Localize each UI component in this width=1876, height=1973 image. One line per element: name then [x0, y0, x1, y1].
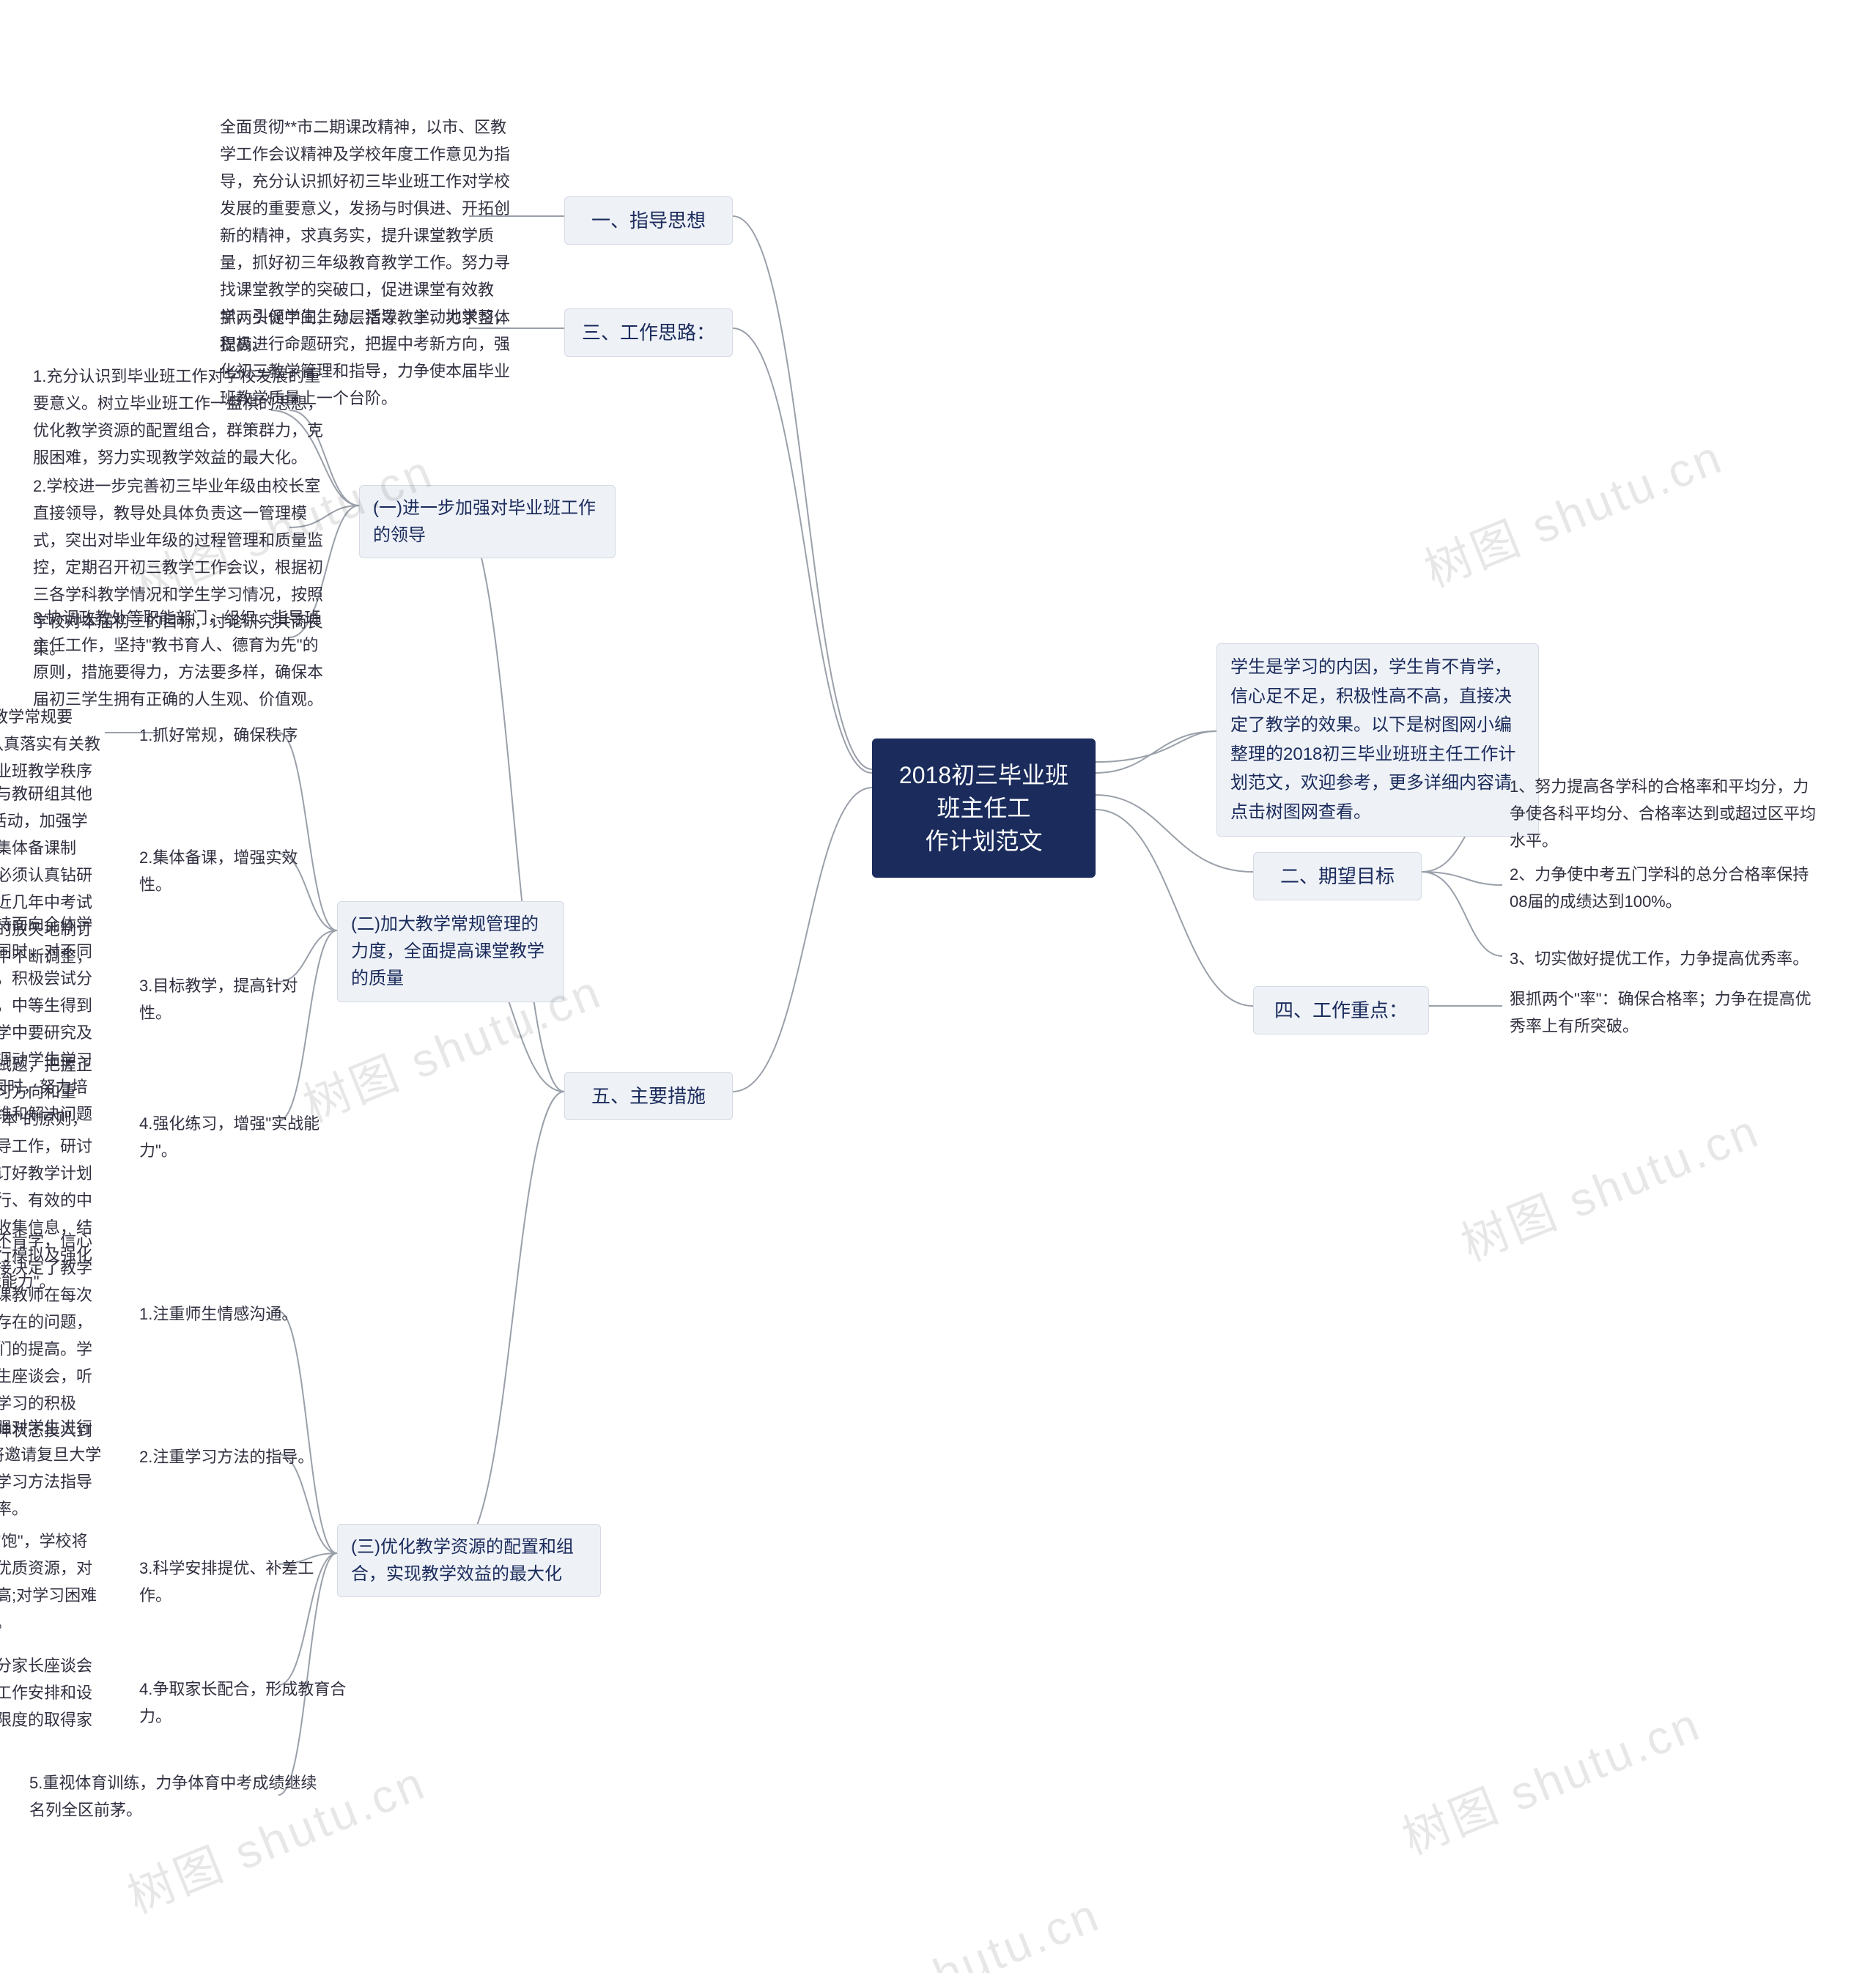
- watermark: 树图 shutu.cn: [1413, 419, 1732, 600]
- root-label: 2018初三毕业班班主任工作计划范文: [899, 762, 1068, 854]
- b5-sub1-item-1: 1.充分认识到毕业班工作对学校发展的重要意义。树立毕业班工作一盘棋的思想，优化教…: [26, 359, 341, 476]
- b5-sub3-t3: 3.科学安排提优、补差工作。: [132, 1551, 337, 1614]
- root-node: 2018初三毕业班班主任工作计划范文: [872, 739, 1096, 878]
- b5-sub2-t3: 3.目标教学，提高针对性。: [132, 969, 322, 1032]
- branch-1: 一、指导思想: [564, 196, 733, 245]
- b5-sub2: (二)加大教学常规管理的力度，全面提高课堂教学的质量: [337, 901, 564, 1002]
- watermark: 树图 shutu.cn: [1391, 1687, 1710, 1867]
- b5-sub2-t2: 2.集体备课，增强实效性。: [132, 840, 322, 903]
- b5-sub3-d3: 为了让学有余力的学生"吃的饱"，学校将加大提优力度，利用学校的优质资源，对这部分…: [0, 1524, 110, 1641]
- b5-sub3: (三)优化教学资源的配置和组合，实现教学效益的最大化: [337, 1524, 601, 1597]
- b2-item-1: 1、努力提高各学科的合格率和平均分，力争使各科平均分、合格率达到或超过区平均水平…: [1502, 769, 1825, 859]
- b2-item-2: 2、力争使中考五门学科的总分合格率保持08届的成绩达到100%。: [1502, 857, 1825, 920]
- b5-sub2-t1: 1.抓好常规，确保秩序: [132, 718, 322, 754]
- mindmap-canvas: 2018初三毕业班班主任工作计划范文 学生是学习的内因，学生肯不肯学，信心足不足…: [0, 0, 1876, 1973]
- branch-5: 五、主要措施: [564, 1072, 733, 1120]
- b5-sub1: (一)进一步加强对毕业班工作的领导: [359, 485, 616, 558]
- intro-desc: 学生是学习的内因，学生肯不肯学，信心足不足，积极性高不高，直接决定了教学的效果。…: [1216, 643, 1539, 837]
- watermark: 树图 shutu.cn: [1450, 1093, 1768, 1274]
- b5-sub3-t4: 4.争取家长配合，形成教育合力。: [132, 1672, 366, 1735]
- b5-sub3-d2: 除了在平时的教学过程中加强对学生进行学习方法的指导外，9月份将邀请复旦大学优秀学…: [0, 1410, 110, 1528]
- b4-desc: 狠抓两个"率"：确保合格率；力争在提高优秀率上有所突破。: [1502, 982, 1825, 1045]
- branch-3: 三、工作思路：: [564, 308, 733, 357]
- watermark: 树图 shutu.cn: [790, 1877, 1109, 1973]
- b2-item-3: 3、切实做好提优工作，力争提高优秀率。: [1502, 941, 1825, 977]
- b3-desc: 抓两头促中间，分层指导教学，力求整体提高。: [213, 300, 528, 363]
- b5-sub3-t1: 1.注重师生情感沟通。: [132, 1297, 322, 1333]
- b5-sub3-t2: 2.注重学习方法的指导。: [132, 1440, 322, 1476]
- branch-2: 二、期望目标: [1253, 852, 1422, 900]
- b5-sub3-d4: 学校将通过召开家长会、部分家长座谈会等形式，及时通报学校初三工作安排和设想，听取…: [0, 1648, 110, 1766]
- branch-4: 四、工作重点：: [1253, 986, 1429, 1034]
- b5-sub3-t5: 5.重视体育训练，力争体育中考成绩继续名列全区前茅。: [22, 1766, 337, 1829]
- b5-sub2-t4: 4.强化练习，增强"实战能力"。: [132, 1106, 352, 1169]
